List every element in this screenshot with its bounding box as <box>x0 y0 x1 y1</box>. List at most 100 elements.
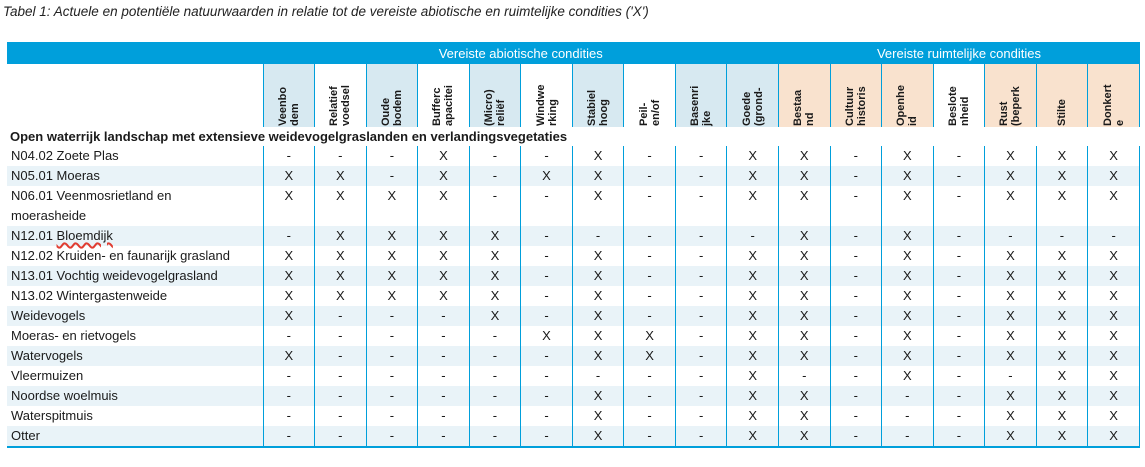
matrix-cell: - <box>468 386 521 406</box>
matrix-cell: - <box>932 366 985 386</box>
rotated-column-label: Bestaa nd <box>792 89 817 126</box>
matrix-cell: - <box>417 366 470 386</box>
matrix-cell: - <box>984 366 1037 386</box>
matrix-cell: X <box>417 186 470 226</box>
matrix-cell: - <box>829 346 882 366</box>
matrix-cell: X <box>984 386 1037 406</box>
row-label: N12.02 Kruiden- en faunarijk grasland <box>7 246 263 266</box>
table-row: N06.01 Veenmosrietland en moerasheide X X X X… <box>7 186 1140 226</box>
table-caption: Tabel 1: Actuele en potentiële natuurwaa… <box>3 4 649 19</box>
matrix-cell: - <box>417 406 470 426</box>
matrix-cell: - <box>262 386 315 406</box>
rotated-column-label: Stabiel hoog <box>586 89 611 126</box>
matrix-cell: X <box>984 186 1037 226</box>
section-header: Open waterrijk landschap met extensieve … <box>10 129 568 144</box>
matrix-cell: X <box>726 406 779 426</box>
matrix-cell: - <box>314 306 367 326</box>
rotated-column-label: Oude bodem <box>379 89 404 126</box>
matrix-cell: X <box>571 166 624 186</box>
matrix-cell: - <box>932 326 985 346</box>
rotated-column-label: Stilte <box>1055 98 1068 126</box>
matrix-cell: X <box>417 226 470 246</box>
matrix-cell: - <box>623 246 676 266</box>
table-row: Vleermuizen - - - - - - - - - X - - X - - X X <box>7 366 1140 386</box>
matrix-cell: - <box>623 386 676 406</box>
matrix-cell: - <box>674 246 727 266</box>
matrix-cell: - <box>417 426 470 447</box>
column-header-1: Veenbo dem <box>262 64 315 127</box>
matrix-cell: X <box>726 326 779 346</box>
matrix-cell: X <box>777 346 831 366</box>
row-label: N13.01 Vochtig weidevogelgrasland <box>7 266 263 286</box>
column-header-14: Beslote nheid <box>932 64 985 127</box>
matrix-cell: - <box>314 326 367 346</box>
column-header-9: Basenri jke <box>674 64 727 127</box>
matrix-cell: X <box>1035 326 1088 346</box>
matrix-cell: - <box>674 366 727 386</box>
row-label-line: Otter <box>11 428 40 443</box>
row-label: Waterspitmuis <box>7 406 263 426</box>
matrix-cell: - <box>932 146 985 166</box>
row-label: Weidevogels <box>7 306 263 326</box>
matrix-cell: - <box>468 366 521 386</box>
matrix-cell: - <box>932 386 985 406</box>
column-header-7: Stabiel hoog <box>571 64 624 127</box>
matrix-cell: - <box>365 166 418 186</box>
column-header-13: Openhe id <box>881 64 934 127</box>
matrix-cell: - <box>1035 226 1088 246</box>
matrix-cell: - <box>623 366 676 386</box>
matrix-cell: - <box>726 226 779 246</box>
matrix-cell: - <box>674 226 727 246</box>
matrix-cell: - <box>468 146 521 166</box>
matrix-cell: X <box>262 346 315 366</box>
matrix-cell: X <box>1087 326 1140 346</box>
matrix-cell: X <box>1087 166 1140 186</box>
matrix-cell: X <box>1087 306 1140 326</box>
matrix-cell: X <box>1087 386 1140 406</box>
row-label: Otter <box>7 426 263 447</box>
matrix-cell: - <box>520 386 573 406</box>
matrix-cell: - <box>623 426 676 447</box>
row-label-line: N12.02 Kruiden- en faunarijk grasland <box>11 248 230 263</box>
matrix-cell: X <box>520 326 573 346</box>
rotated-column-label: Rust (beperk <box>998 85 1023 126</box>
matrix-cell: X <box>726 266 779 286</box>
matrix-cell: - <box>674 186 727 226</box>
matrix-cell: - <box>365 306 418 326</box>
row-label: Watervogels <box>7 346 263 366</box>
matrix-cell: - <box>623 306 676 326</box>
matrix-cell: - <box>984 226 1037 246</box>
matrix-cell: - <box>829 226 882 246</box>
matrix-cell: - <box>623 226 676 246</box>
rotated-column-label: Openhe id <box>895 84 920 126</box>
matrix-cell: X <box>984 286 1037 306</box>
matrix-cell: X <box>1035 186 1088 226</box>
matrix-cell: - <box>829 366 882 386</box>
matrix-cell: X <box>881 366 934 386</box>
column-header-15: Rust (beperk <box>984 64 1037 127</box>
matrix-cell: X <box>1087 286 1140 306</box>
matrix-cell: - <box>674 146 727 166</box>
matrix-cell: X <box>726 246 779 266</box>
matrix-cell: X <box>623 326 676 346</box>
matrix-cell: X <box>726 186 779 226</box>
column-header-11: Bestaa nd <box>777 64 831 127</box>
matrix-cell: - <box>932 346 985 366</box>
matrix-cell: - <box>1087 226 1140 246</box>
column-header-2: Relatief voedsel <box>314 64 367 127</box>
matrix-cell: - <box>623 166 676 186</box>
matrix-cell: X <box>726 306 779 326</box>
matrix-cell: X <box>365 246 418 266</box>
matrix-cell: - <box>829 306 882 326</box>
matrix-cell: X <box>1035 246 1088 266</box>
matrix-cell: - <box>674 306 727 326</box>
row-label-line: Weidevogels <box>11 308 86 323</box>
matrix-cell: - <box>881 386 934 406</box>
matrix-cell: - <box>314 346 367 366</box>
matrix-cell: X <box>520 166 573 186</box>
matrix-cell: - <box>932 306 985 326</box>
matrix-cell: - <box>674 406 727 426</box>
matrix-cell: - <box>314 406 367 426</box>
matrix-cell: X <box>881 266 934 286</box>
table-row: N12.01 Bloemdijk - X X X X - - - - - X - X - - - - <box>7 226 1140 246</box>
